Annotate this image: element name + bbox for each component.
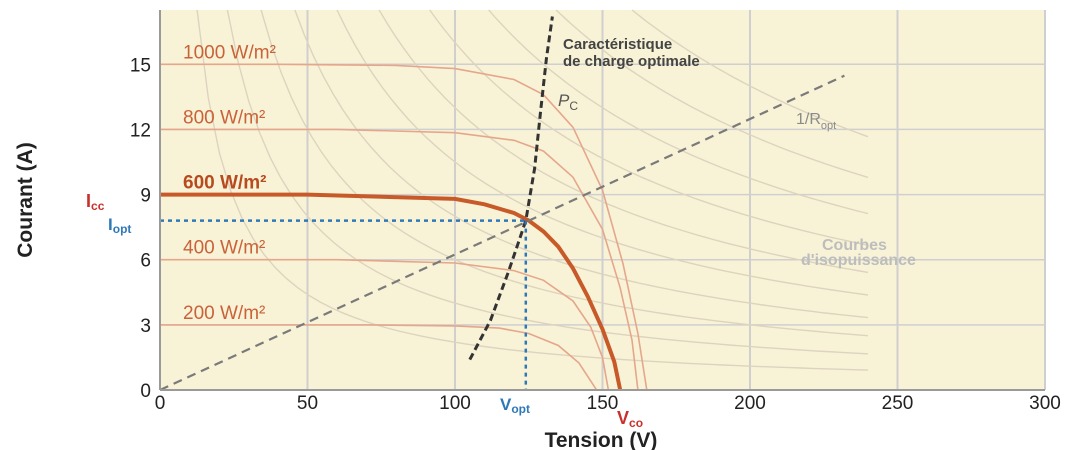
series-label-3: 400 W/m² [183,238,265,259]
isopower-curve-0 [196,9,869,371]
isopower-curve-7 [488,9,869,215]
pc-label-main: P [558,91,570,110]
icc-label-sub: cc [91,199,105,213]
vopt-label-sub: opt [511,402,530,416]
isopower-curve-1 [226,9,869,355]
iv-curve-4 [160,324,598,391]
x-tick-label-0: 0 [155,393,166,414]
vopt-label-main: V [500,395,512,414]
iopt-label-main: I [108,215,113,234]
isopower-label-line2: d'isopuissance [801,252,916,269]
optimal-point-group [160,219,528,390]
iv-curve-2 [160,192,623,391]
x-axis-title: Tension (V) [545,429,658,450]
x-tick-label-3: 150 [587,393,619,414]
series-label-0: 1000 W/m² [183,42,276,63]
charge-curve-group [468,16,554,361]
vco-label: Vco [617,408,643,430]
series-label-2: 600 W/m² [183,173,266,194]
isopower-curve-8 [555,9,869,179]
ropt-label-sub: opt [821,120,836,132]
y-tick-label-3: 9 [140,186,151,207]
series-labels: 1000 W/m² 800 W/m² 600 W/m² 400 W/m² 200 W/m… [183,42,276,324]
ropt-line [159,74,845,391]
isopower-curve-5 [378,9,869,274]
icc-label: Icc [86,191,105,213]
icc-label-main: I [86,191,91,211]
pc-label-sub: C [569,99,578,113]
y-tick-label-5: 15 [130,55,151,76]
tick-labels: 0 50 100 150 200 250 300 0 3 6 9 12 15 [130,55,1061,414]
ropt-line-group [159,74,845,391]
vco-label-sub: co [629,416,643,430]
charge-curve-label-line1: Caractéristique [563,36,672,53]
x-tick-label-2: 100 [439,393,471,414]
ropt-label-main: 1/R [796,111,821,128]
y-tick-label-0: 0 [140,381,151,402]
y-tick-label-1: 3 [140,316,151,337]
isopower-label-line1: Courbes [822,237,887,254]
y-tick-label-4: 12 [130,120,151,141]
charge-curve-label-line2: de charge optimale [563,53,700,70]
iopt-label: Iopt [108,215,131,236]
y-axis-title: Courant (A) [14,142,37,257]
iopt-label-sub: opt [113,222,132,236]
isopower-curve-4 [336,9,869,296]
x-tick-label-1: 50 [297,393,318,414]
iv-curve-3 [160,258,610,391]
isopower-curve-6 [429,9,869,246]
isopower-curve-9 [631,9,869,138]
pc-label: PC [558,91,578,113]
ropt-label: 1/Ropt [796,111,836,132]
vco-label-main: V [617,408,629,428]
series-label-1: 800 W/m² [183,107,265,128]
series-label-4: 200 W/m² [183,303,265,324]
isopower-curve-3 [294,9,869,319]
x-tick-label-4: 200 [734,393,766,414]
x-tick-label-5: 250 [882,393,914,414]
vopt-label: Vopt [500,395,530,416]
y-tick-label-2: 6 [140,251,151,272]
axes [159,10,1045,391]
charge-curve [468,16,554,361]
x-tick-label-6: 300 [1029,393,1061,414]
iv-curve-1 [160,128,639,391]
